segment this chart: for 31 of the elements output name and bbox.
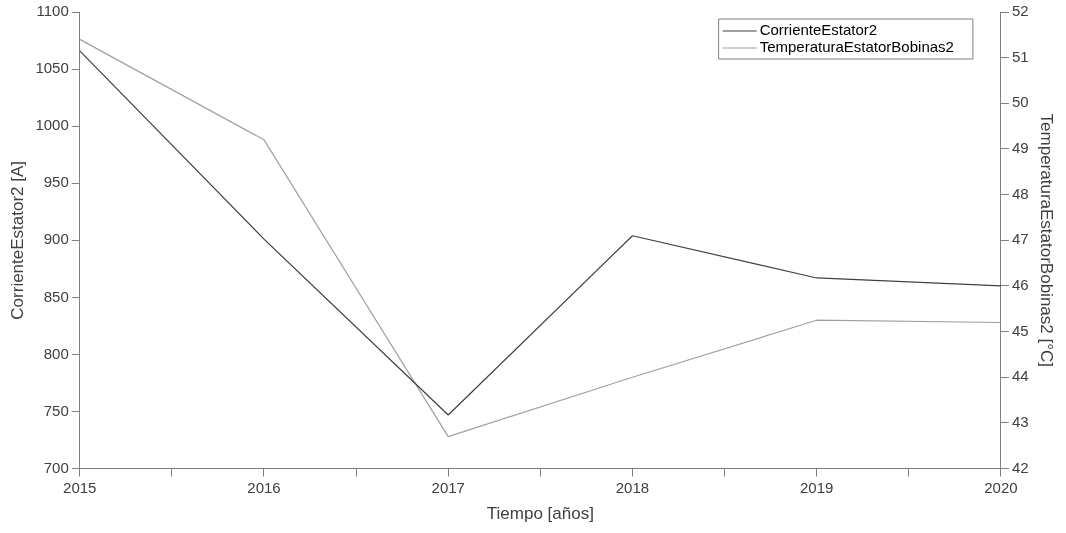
x-tick-label: 2020	[984, 478, 1018, 496]
x-tick-label: 2017	[431, 478, 465, 496]
y-axis-title: CorrienteEstator2 [A]	[7, 160, 27, 320]
y-tick-label: 750	[43, 401, 69, 419]
y-tick-label: 700	[43, 458, 69, 476]
y2-tick-label: 45	[1011, 321, 1029, 339]
y2-tick-label: 46	[1011, 276, 1029, 294]
x-axis-title: Tiempo [años]	[486, 504, 594, 524]
y2-tick-label: 49	[1011, 139, 1029, 157]
y-tick-label: 1100	[36, 2, 69, 20]
y2-tick-label: 48	[1011, 184, 1029, 202]
y-tick-label: 900	[43, 230, 69, 248]
y2-axis-title: TemperaturaEstatorBobinas2 [°C]	[1037, 113, 1057, 368]
x-tick-label: 2018	[615, 478, 650, 496]
y2-tick-label: 47	[1011, 230, 1029, 248]
y2-tick-label: 50	[1011, 93, 1029, 111]
y-tick-label: 1000	[35, 116, 69, 134]
y2-tick-label: 42	[1011, 458, 1029, 476]
x-tick-label: 2015	[63, 478, 97, 496]
y2-tick-label: 52	[1011, 2, 1029, 20]
y2-tick-label: 43	[1011, 413, 1029, 431]
y2-tick-label: 51	[1011, 47, 1029, 65]
legend-label: CorrienteEstator2	[759, 21, 878, 39]
legend-label: TemperaturaEstatorBobinas2	[759, 38, 954, 56]
y-tick-label: 950	[43, 173, 69, 191]
y-tick-label: 850	[43, 287, 69, 305]
y-tick-label: 800	[43, 344, 69, 362]
x-tick-label: 2016	[247, 478, 281, 496]
y2-tick-label: 44	[1011, 367, 1029, 385]
y-tick-label: 1050	[35, 59, 69, 77]
x-tick-label: 2019	[800, 478, 834, 496]
